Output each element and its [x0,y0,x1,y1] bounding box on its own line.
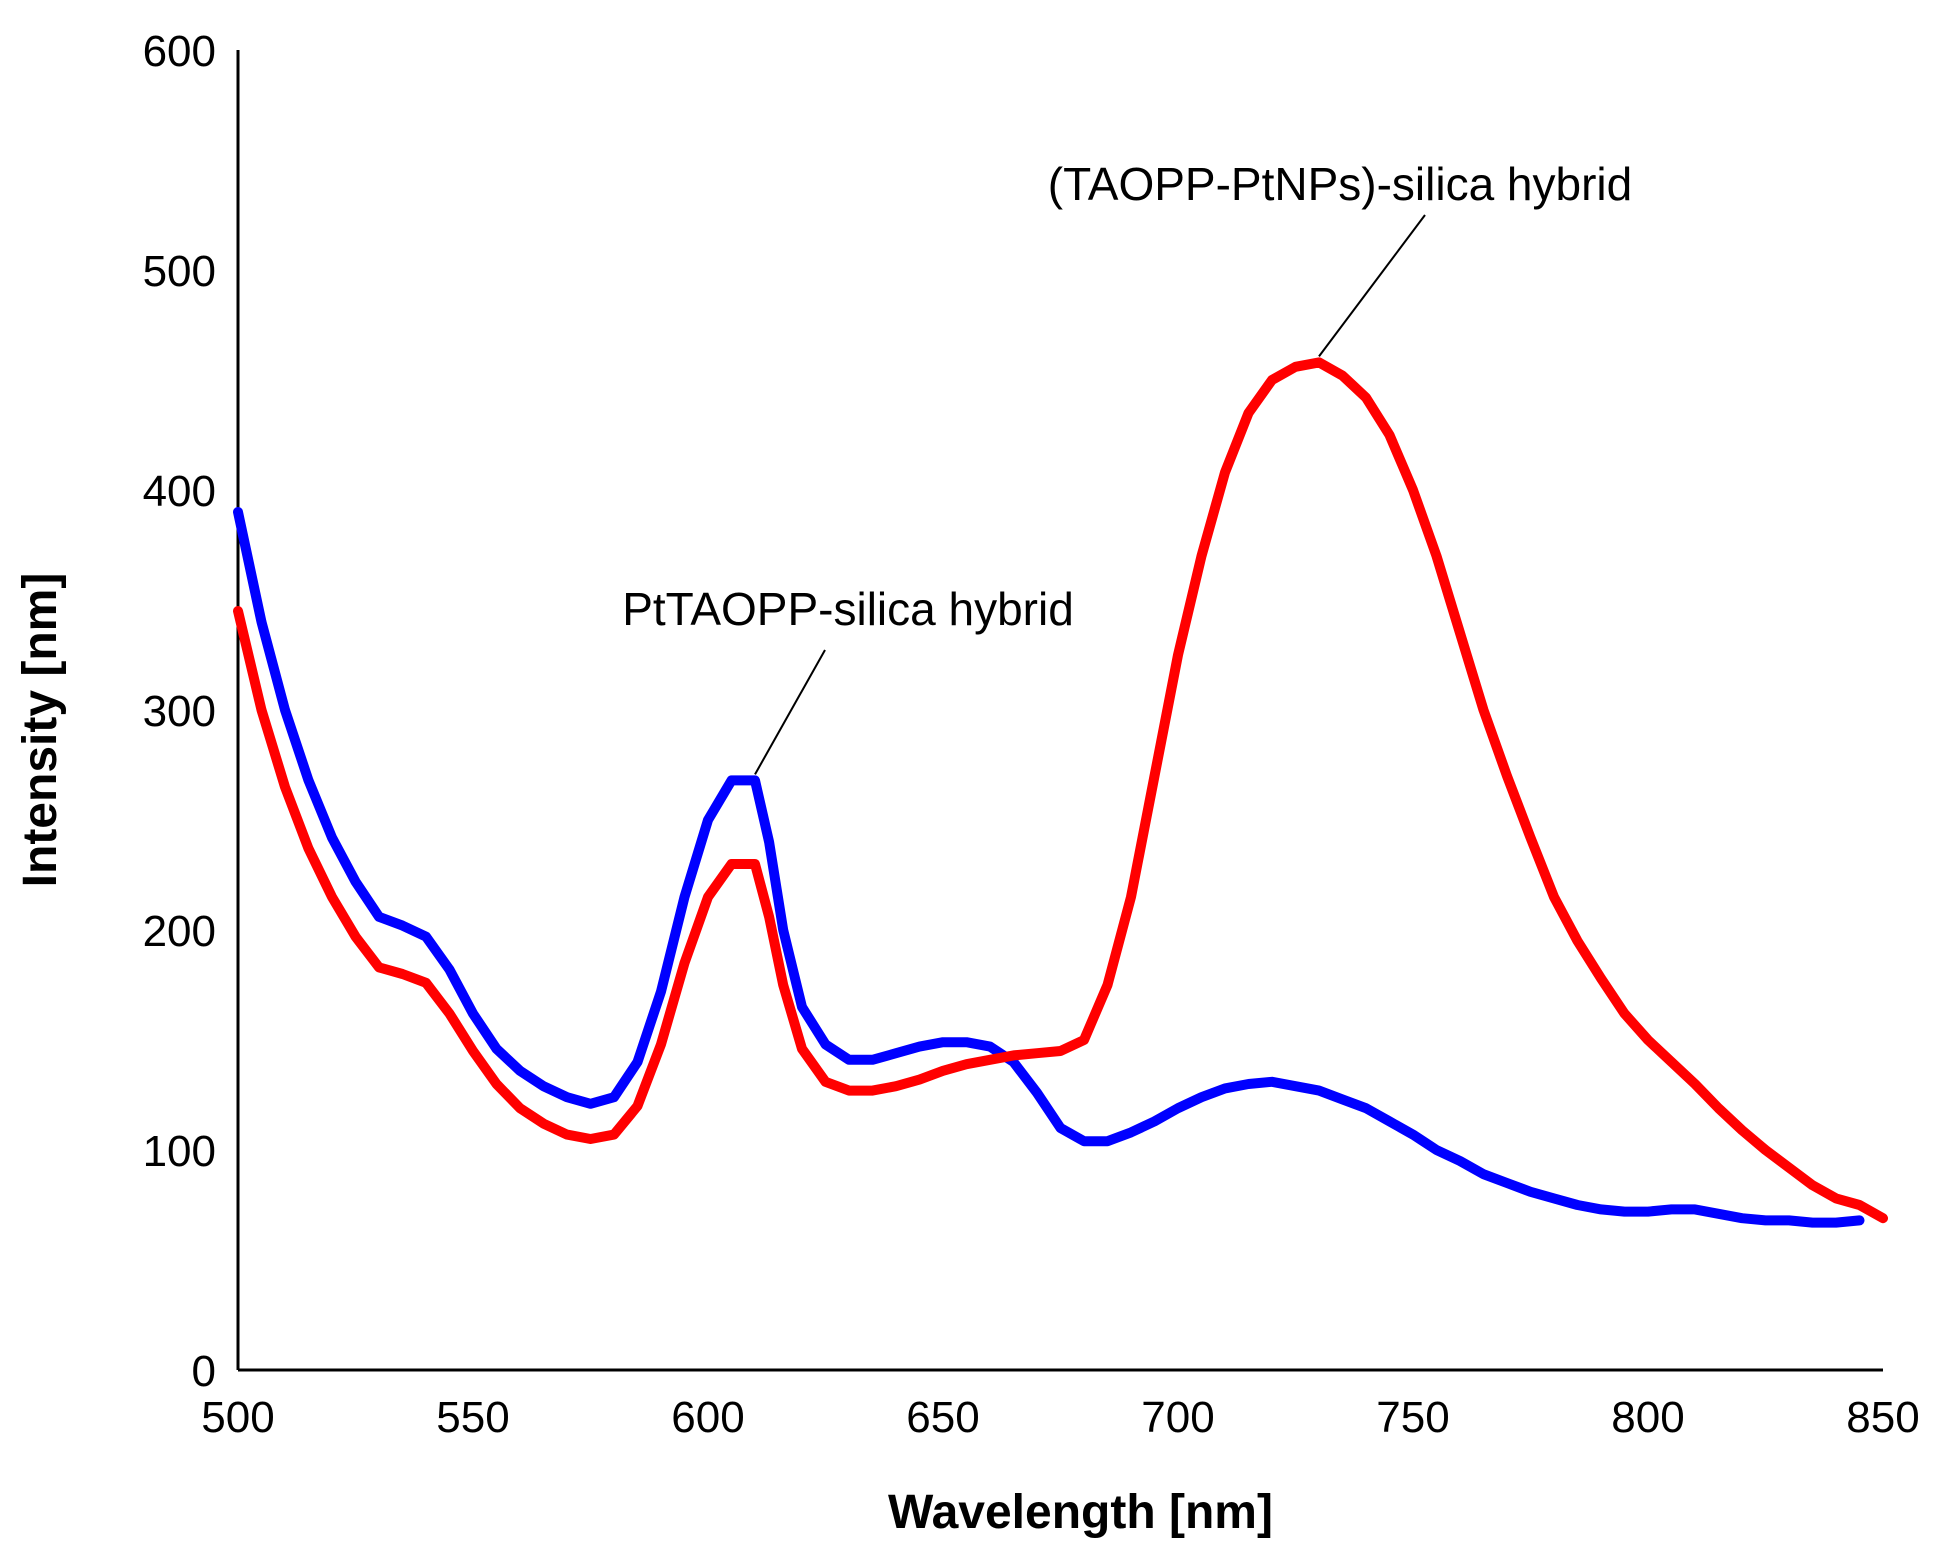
series-layer [233,357,1888,1228]
series-line-1 [233,507,1865,1228]
annotation-leader-line [754,649,826,775]
y-tick-label: 600 [143,27,216,76]
y-tick-label: 100 [143,1127,216,1176]
x-tick-label: 550 [436,1393,509,1442]
x-tick-label: 500 [201,1393,274,1442]
series-annotation-label: (TAOPP-PtNPs)-silica hybrid [1048,158,1632,210]
y-axis-title: Intensity [nm] [14,573,67,888]
y-tick-label: 300 [143,687,216,736]
series-line-2 [233,357,1888,1224]
y-tick-label: 200 [143,907,216,956]
x-tick-label: 700 [1141,1393,1214,1442]
x-tick-label: 750 [1376,1393,1449,1442]
x-tick-label: 850 [1846,1393,1919,1442]
y-tick-label: 500 [143,247,216,296]
annotation-leader-line [1318,214,1426,357]
x-tick-label: 800 [1611,1393,1684,1442]
x-tick-label: 600 [671,1393,744,1442]
y-axis-ticks: 0 100 200 300 400 500 600 [143,27,216,1396]
y-tick-label: 400 [143,467,216,516]
series-annotation-label: PtTAOPP-silica hybrid [622,583,1074,635]
x-axis-ticks: 500 550 600 650 700 750 800 850 [201,1393,1919,1442]
x-axis-title: Wavelength [nm] [888,1486,1273,1539]
y-tick-label: 0 [192,1347,216,1396]
annotation-layer: PtTAOPP-silica hybrid (TAOPP-PtNPs)-silic… [622,158,1632,775]
x-tick-label: 650 [906,1393,979,1442]
